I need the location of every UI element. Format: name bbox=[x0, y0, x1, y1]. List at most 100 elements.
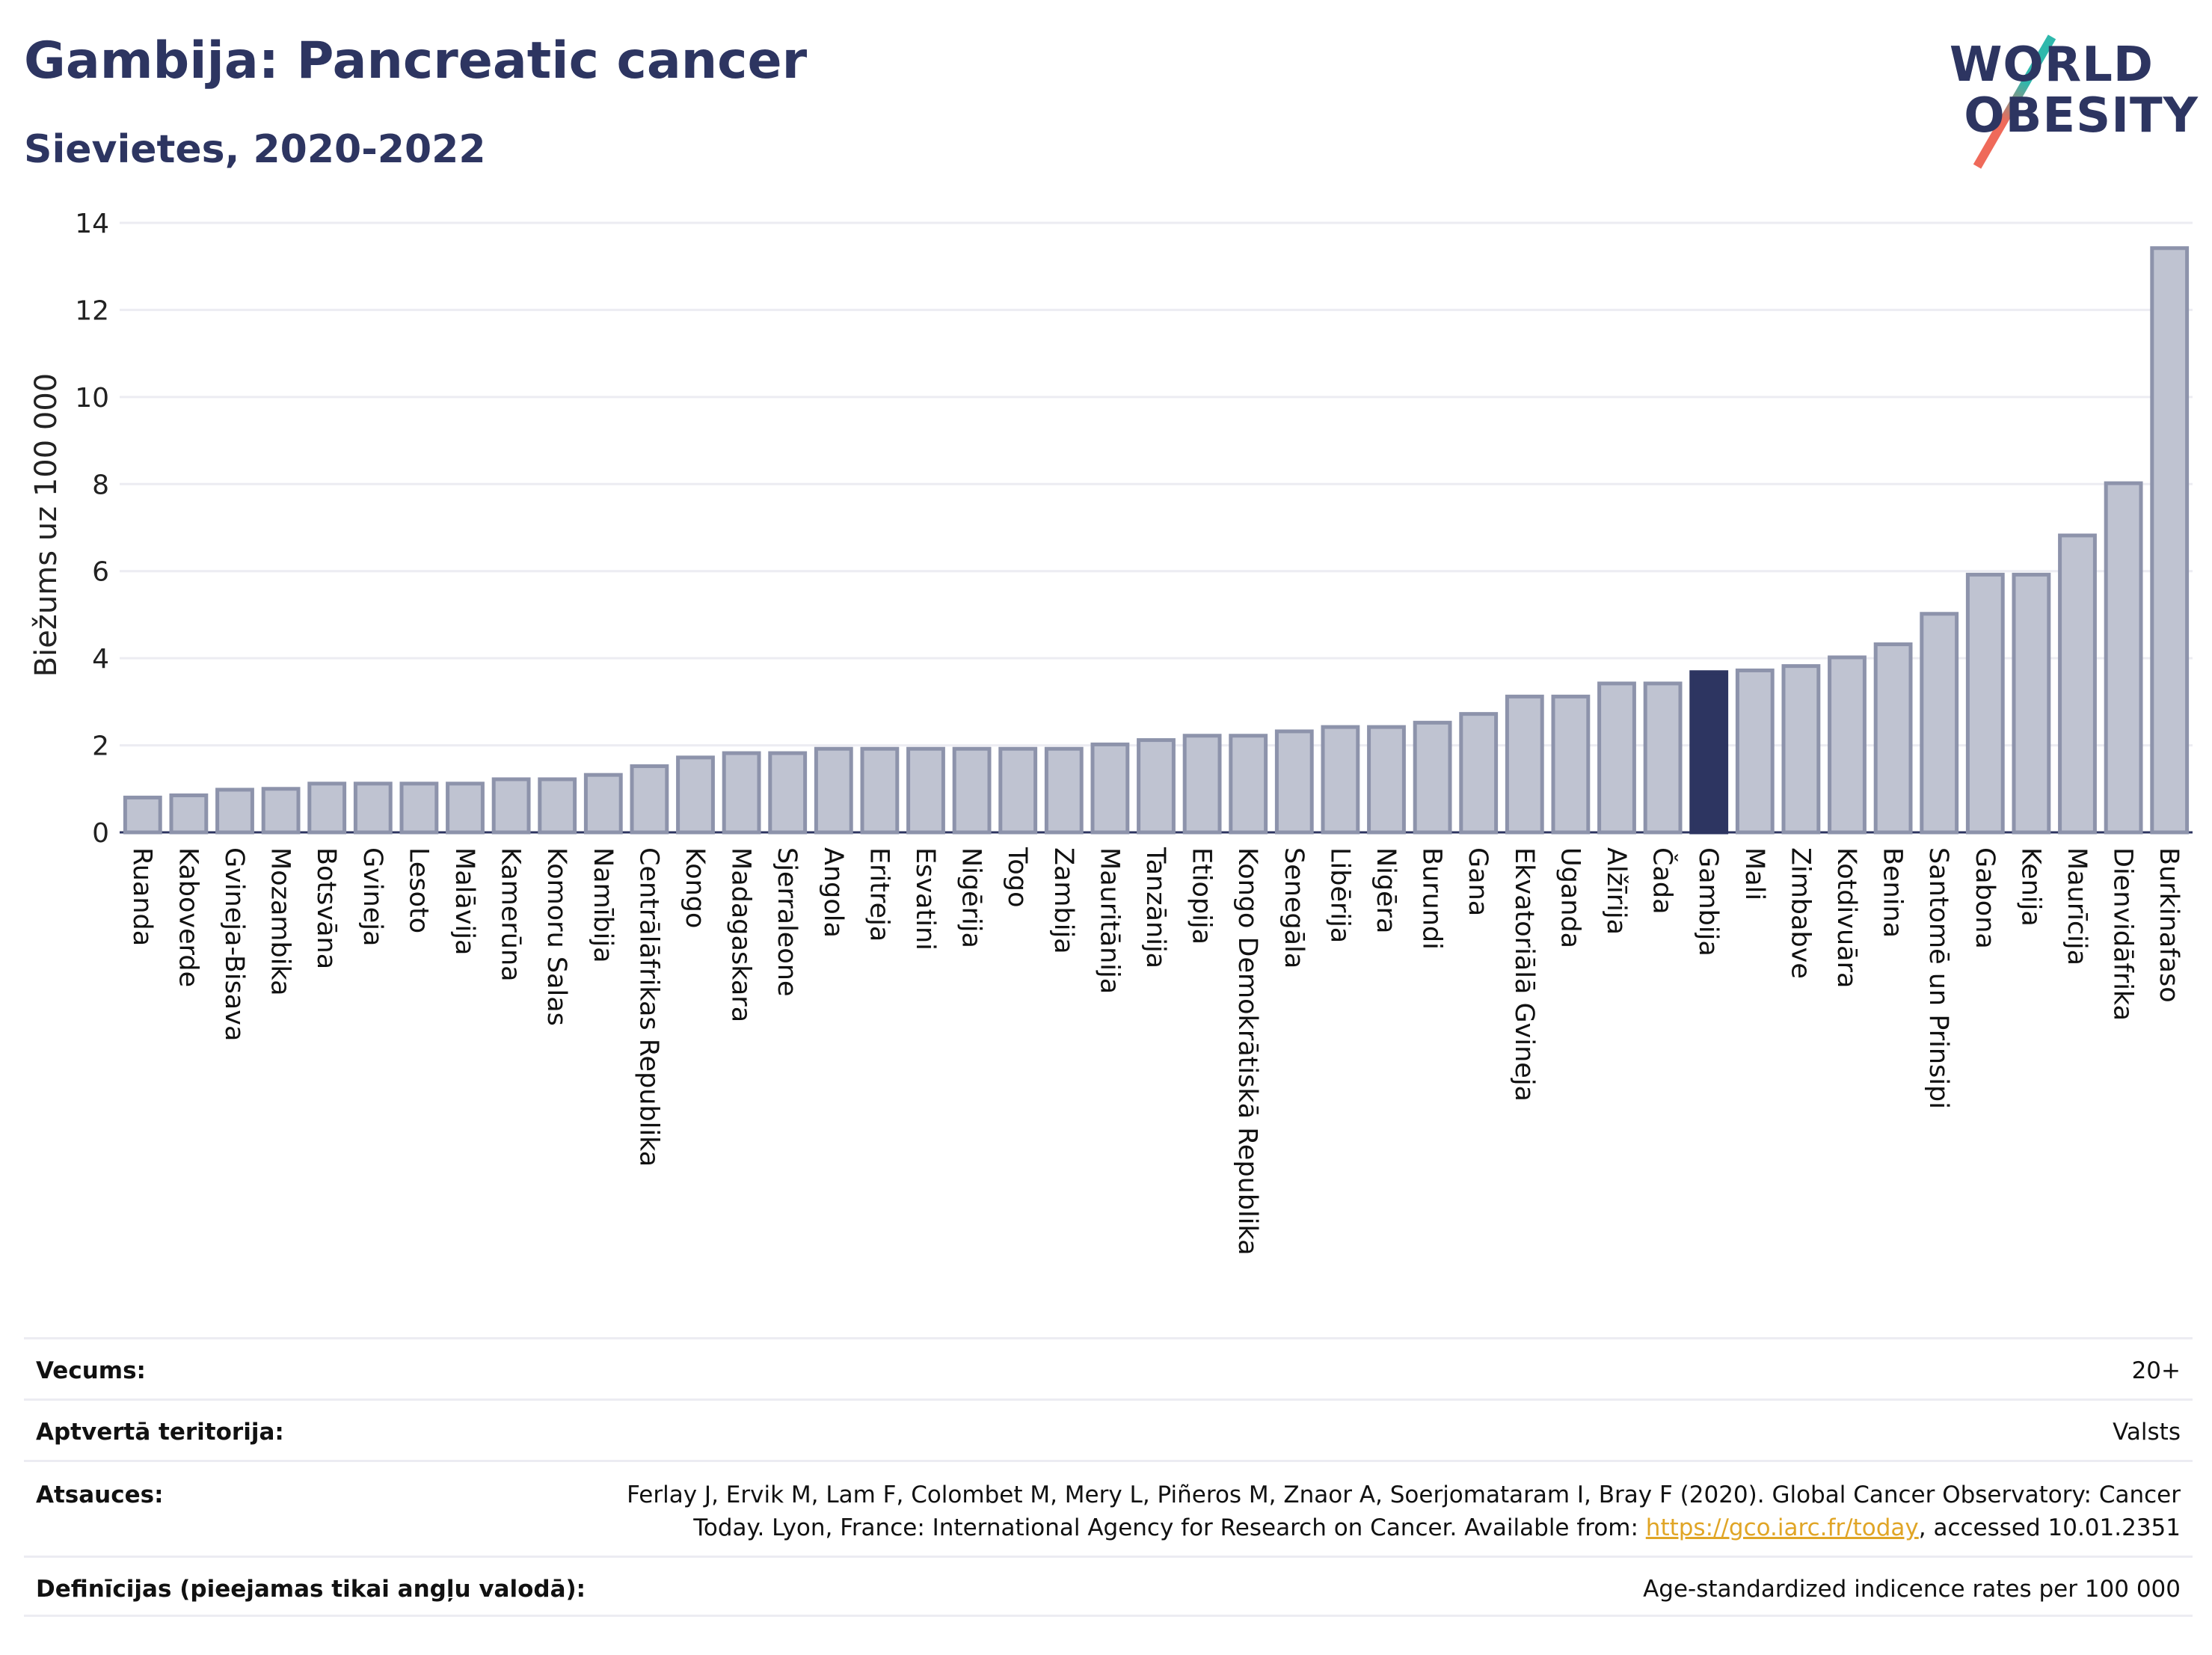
info-row-definitions: Definīcijas (pieejamas tikai angļu valod… bbox=[24, 1556, 2193, 1617]
bar bbox=[1643, 681, 1683, 835]
references-label: Atsauces: bbox=[36, 1481, 164, 1508]
bar bbox=[1459, 712, 1499, 835]
x-tick-label: Čada bbox=[1647, 847, 1679, 915]
x-tick-label: Gvineja bbox=[357, 847, 387, 946]
bar bbox=[446, 782, 485, 835]
x-tick-label: Zimbabve bbox=[1785, 847, 1815, 979]
x-tick-label: Etiopija bbox=[1187, 847, 1217, 945]
bar bbox=[1689, 670, 1729, 835]
bar bbox=[169, 793, 209, 835]
chart-subtitle: Sievietes, 2020-2022 bbox=[24, 127, 486, 172]
territory-label: Aptvertā teritorija: bbox=[36, 1419, 284, 1446]
bar bbox=[2150, 246, 2190, 835]
bar bbox=[2058, 533, 2097, 835]
x-tick-label: Sjerraleone bbox=[772, 847, 802, 996]
bar bbox=[1551, 694, 1591, 835]
x-tick-label: Tanzānija bbox=[1140, 847, 1170, 968]
info-row-age: Vecums: 20+ bbox=[24, 1337, 2193, 1398]
bar bbox=[261, 787, 301, 835]
bar bbox=[215, 787, 254, 835]
bars bbox=[123, 246, 2190, 835]
bar bbox=[1090, 742, 1130, 835]
x-tick-label: Senegāla bbox=[1279, 847, 1309, 968]
y-tick-label: 2 bbox=[92, 731, 109, 762]
x-tick-label: Kotdivuāra bbox=[1831, 847, 1861, 988]
bar bbox=[1367, 725, 1406, 835]
bar-chart: 0 2 4 6 8 10 12 14 Ruanda Kaboverde Gvineja-Bisav… bbox=[75, 209, 2193, 1256]
bar bbox=[1828, 655, 1867, 835]
x-tick-label: Alžīrija bbox=[1601, 847, 1631, 935]
x-tick-label: Gana bbox=[1463, 847, 1493, 916]
x-tick-label: Nigēra bbox=[1371, 847, 1401, 934]
bar bbox=[491, 777, 531, 835]
y-tick-labels: 0 2 4 6 8 10 12 14 bbox=[75, 209, 109, 849]
references-link[interactable]: https://gco.iarc.fr/today bbox=[1645, 1514, 1919, 1541]
references-line2-post: , accessed 10.01.2351 bbox=[1918, 1514, 2181, 1541]
bar bbox=[1321, 725, 1360, 835]
bar bbox=[1873, 642, 1913, 835]
y-tick-label: 4 bbox=[92, 644, 109, 675]
bar bbox=[1505, 694, 1544, 835]
bar bbox=[1044, 746, 1084, 835]
bar bbox=[860, 746, 900, 835]
x-tick-label: Mali bbox=[1739, 847, 1769, 900]
x-tick-label: Esvatini bbox=[910, 847, 940, 951]
bar bbox=[1920, 612, 1959, 835]
x-tick-label: Kongo bbox=[680, 847, 710, 928]
bar bbox=[630, 764, 669, 835]
x-tick-label: Zambija bbox=[1048, 847, 1078, 954]
definitions-value: Age-standardized indicence rates per 100… bbox=[1643, 1576, 2181, 1603]
y-tick-label: 8 bbox=[92, 470, 109, 500]
bar bbox=[768, 751, 808, 835]
x-tick-label: Mozambika bbox=[265, 847, 295, 996]
bar bbox=[123, 795, 162, 835]
x-tick-label: Burkinafaso bbox=[2154, 847, 2184, 1003]
bar bbox=[1182, 734, 1222, 835]
x-tick-label: Malāvija bbox=[449, 847, 479, 955]
x-tick-label: Kamerūna bbox=[496, 847, 526, 982]
bar bbox=[399, 782, 439, 835]
bar bbox=[1781, 664, 1821, 835]
x-tick-label: Mauritānija bbox=[1094, 847, 1124, 994]
x-tick-label: Dienvidāfrika bbox=[2108, 847, 2138, 1021]
bar bbox=[2012, 572, 2051, 835]
x-tick-label: Libērija bbox=[1324, 847, 1354, 943]
x-tick-label: Uganda bbox=[1555, 847, 1585, 948]
x-tick-label: Ruanda bbox=[127, 847, 157, 946]
bar bbox=[1137, 738, 1176, 835]
territory-value: Valsts bbox=[2113, 1419, 2181, 1446]
logo-line2: OBESITY bbox=[1964, 88, 2199, 144]
bar bbox=[814, 746, 853, 835]
x-tick-label: Centrālāfrikas Republika bbox=[633, 847, 663, 1167]
definitions-label: Definīcijas (pieejamas tikai angļu valod… bbox=[36, 1576, 586, 1603]
y-tick-label: 10 bbox=[75, 383, 109, 414]
logo-line1: WORLD bbox=[1949, 37, 2154, 93]
bar bbox=[1229, 734, 1268, 835]
x-tick-label: Lesoto bbox=[403, 847, 433, 933]
bar bbox=[906, 746, 945, 835]
y-tick-label: 0 bbox=[92, 818, 109, 849]
bar bbox=[1735, 668, 1775, 835]
x-tick-label: Eritreja bbox=[864, 847, 894, 942]
x-tick-label: Nigērija bbox=[956, 847, 986, 948]
bar bbox=[676, 755, 715, 835]
x-tick-label: Angola bbox=[818, 847, 848, 938]
x-tick-labels: Ruanda Kaboverde Gvineja-Bisava Mozambika Bo… bbox=[127, 847, 2184, 1256]
x-tick-label: Maurīcija bbox=[2062, 847, 2092, 965]
x-tick-label: Gabona bbox=[1970, 847, 2000, 949]
x-tick-label: Botsvāna bbox=[311, 847, 341, 969]
bar bbox=[538, 777, 577, 835]
info-row-references: Atsauces: Ferlay J, Ervik M, Lam F, Colo… bbox=[24, 1460, 2193, 1556]
y-tick-label: 14 bbox=[75, 209, 109, 239]
x-tick-label: Madagaskara bbox=[726, 847, 756, 1022]
chart-title: Gambija: Pancreatic cancer bbox=[24, 31, 808, 90]
bar bbox=[952, 746, 992, 835]
age-value: 20+ bbox=[2131, 1357, 2181, 1384]
bar bbox=[583, 773, 623, 835]
bar bbox=[307, 782, 347, 835]
info-row-territory: Aptvertā teritorija: Valsts bbox=[24, 1398, 2193, 1460]
x-tick-label: Togo bbox=[1002, 847, 1032, 907]
bar bbox=[1274, 729, 1314, 835]
x-tick-label: Namībija bbox=[588, 847, 618, 963]
world-obesity-logo[interactable]: WORLD OBESITY bbox=[1949, 22, 2199, 169]
